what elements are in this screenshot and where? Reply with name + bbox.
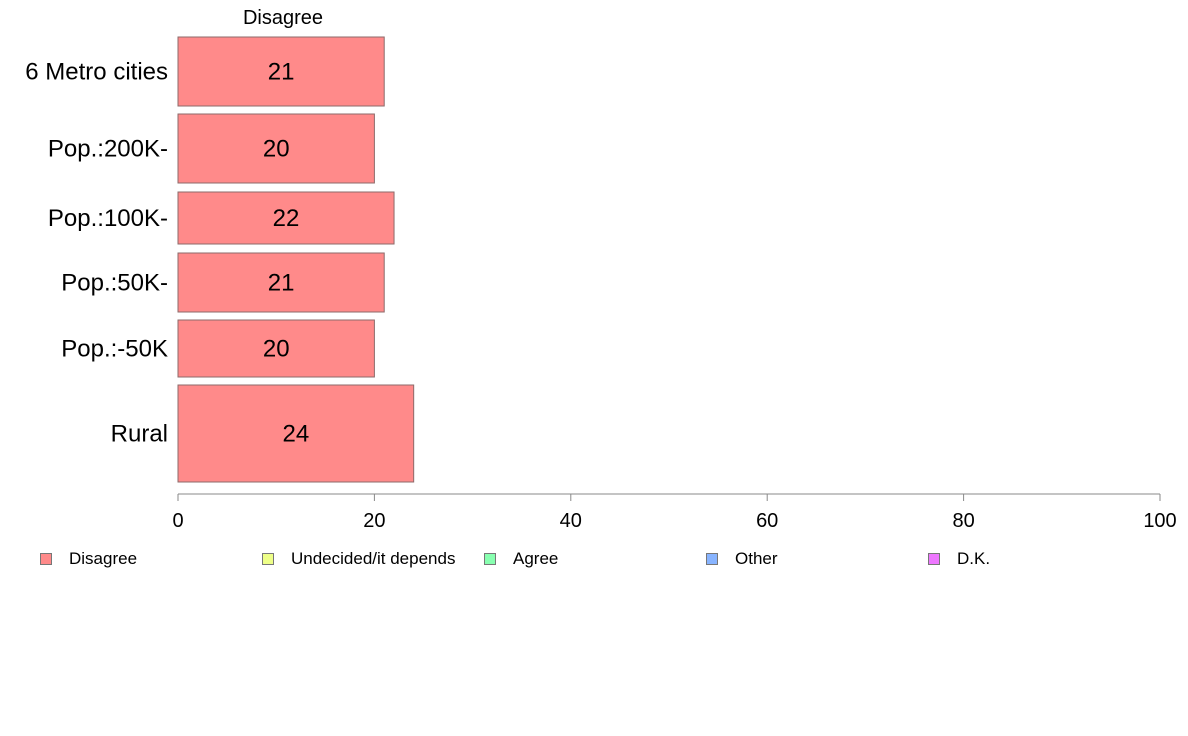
legend-label: Other: [735, 549, 778, 568]
category-label: Rural: [111, 421, 168, 448]
legend-item-other: Other: [706, 548, 778, 570]
bar-2: [177, 113, 375, 184]
x-tick-label: 60: [756, 510, 778, 532]
legend-swatch: [928, 553, 940, 565]
legend-swatch: [706, 553, 718, 565]
bars-group: 21 6 Metro cities 20 Pop.:200K- 22 Pop.:100K-…: [25, 36, 415, 483]
legend-item-undecided: Undecided/it depends: [262, 548, 455, 570]
legend-item-agree: Agree: [484, 548, 558, 570]
x-tick-label: 80: [952, 510, 974, 532]
bar-chart: Disagree 21 6 Metro cities 20 Pop.:200K- 22 P…: [25, 7, 1177, 532]
category-label: Pop.:200K-: [48, 136, 168, 163]
bar-value-label: 20: [263, 136, 290, 163]
legend: Disagree Undecided/it depends Agree Othe…: [0, 548, 1188, 572]
category-label: Pop.:-50K: [61, 336, 168, 363]
bar-value-label: 24: [282, 421, 309, 448]
legend-item-dk: D.K.: [928, 548, 990, 570]
bar-4: [177, 252, 385, 313]
category-label: Pop.:50K-: [61, 270, 168, 297]
bar-value-label: 21: [268, 270, 295, 297]
category-label: 6 Metro cities: [25, 59, 168, 86]
x-tick-label: 20: [363, 510, 385, 532]
x-axis: 0 20 40 60 80 100: [172, 493, 1177, 532]
bar-1: [177, 36, 385, 107]
bar-3: [177, 191, 395, 245]
legend-swatch: [262, 553, 274, 565]
legend-swatch: [40, 553, 52, 565]
bar-6: [177, 384, 415, 483]
series-label: Disagree: [243, 7, 323, 29]
bar-value-label: 21: [268, 59, 295, 86]
legend-label: D.K.: [957, 549, 991, 568]
x-tick-label: 100: [1143, 510, 1176, 532]
legend-item-disagree: Disagree: [40, 548, 137, 570]
legend-swatch: [484, 553, 496, 565]
bar-5: [177, 319, 375, 378]
bar-value-label: 22: [273, 205, 300, 232]
legend-label: Undecided/it depends: [291, 549, 456, 568]
x-tick-label: 40: [560, 510, 582, 532]
legend-label: Disagree: [69, 549, 138, 568]
bar-value-label: 20: [263, 336, 290, 363]
legend-label: Agree: [513, 549, 559, 568]
category-label: Pop.:100K-: [48, 205, 168, 232]
x-tick-label: 0: [172, 510, 183, 532]
